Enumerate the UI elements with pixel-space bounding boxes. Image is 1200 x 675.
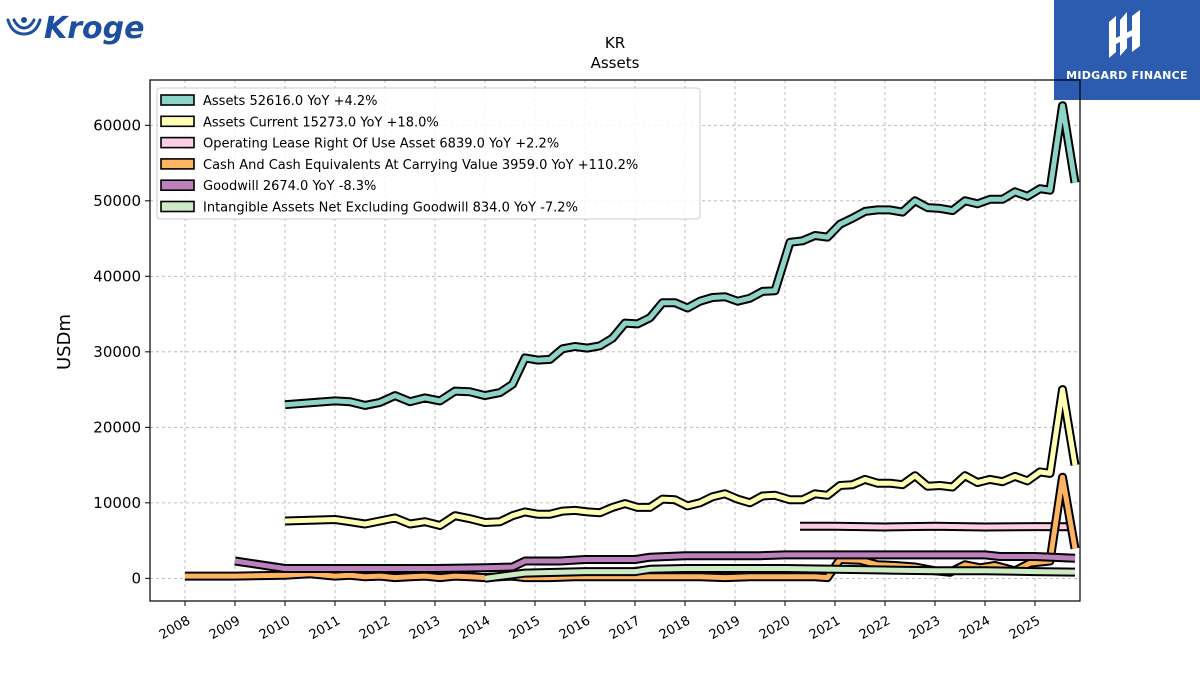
x-tick-label: 2025 (1007, 613, 1043, 643)
x-tick-label: 2009 (207, 613, 243, 643)
series-line (284, 387, 1078, 528)
series-assets-current (284, 385, 1080, 530)
legend: Assets 52616.0 YoY +4.2% Assets Current 1… (156, 87, 701, 220)
series-assets (284, 101, 1080, 410)
midgard-finance-logo: MIDGARD FINANCE (1054, 0, 1200, 100)
legend-entry: Intangible Assets Net Excluding Goodwill… (203, 201, 578, 216)
y-tick-label: 30000 (93, 343, 141, 361)
x-tick-label: 2019 (707, 613, 743, 643)
series-operating-lease-right-of-use-asset (800, 521, 1076, 532)
x-tick-label: 2015 (507, 613, 543, 643)
midgard-monogram-icon (1109, 10, 1140, 58)
legend-entry: Goodwill 2674.0 YoY -8.3% (203, 179, 376, 194)
x-tick-label: 2020 (757, 613, 793, 643)
legend-swatch (160, 158, 195, 170)
legend-box (156, 87, 701, 220)
series-outline (284, 385, 1080, 530)
x-tick-label: 2022 (857, 613, 893, 643)
y-tick-label: 50000 (93, 192, 141, 210)
y-tick-label: 10000 (93, 494, 141, 512)
x-axis-ticks: 2008 2009 2010 2011 2012 2013 2014 2015 2016 2017… (157, 601, 1043, 643)
y-tick-label: 40000 (93, 267, 141, 285)
legend-entry: Cash And Cash Equivalents At Carrying Va… (203, 158, 638, 173)
x-tick-label: 2018 (657, 613, 693, 643)
series-intangible-assets-net-excluding-goodwill (484, 564, 1076, 583)
x-tick-label: 2016 (557, 613, 593, 643)
series-goodwill (234, 550, 1076, 573)
series-line (800, 523, 1076, 530)
kroger-logo: Kroger (6, 11, 144, 46)
y-tick-label: 20000 (93, 418, 141, 436)
series-line (234, 552, 1076, 571)
x-tick-label: 2008 (157, 613, 193, 643)
kroger-wordmark: Kroger (44, 11, 144, 46)
x-tick-label: 2013 (407, 613, 443, 643)
legend-swatch (160, 179, 195, 191)
y-axis-ticks: 0 10000 20000 30000 40000 50000 60000 (93, 116, 150, 587)
x-tick-label: 2021 (807, 613, 843, 643)
series-lines (185, 101, 1080, 583)
legend-swatch (160, 200, 195, 213)
y-tick-label: 60000 (93, 116, 141, 134)
x-tick-label: 2011 (307, 613, 343, 643)
x-tick-label: 2024 (957, 613, 993, 643)
x-tick-label: 2010 (257, 613, 293, 643)
plot-frame (149, 79, 1081, 602)
legend-entry: Assets 52616.0 YoY +4.2% (203, 94, 378, 109)
y-tick-label: 0 (131, 569, 141, 587)
legend-entry: Operating Lease Right Of Use Asset 6839.… (203, 137, 559, 152)
chart-subtitle: Assets (591, 54, 640, 72)
kroger-crown-icon (6, 17, 42, 36)
y-axis-label: USDm (54, 314, 75, 370)
chart-title: KR (605, 34, 625, 52)
legend-swatch (160, 136, 195, 149)
midgard-finance-wordmark: MIDGARD FINANCE (1066, 69, 1188, 82)
series-line (284, 103, 1078, 408)
legend-swatch (160, 94, 195, 106)
x-tick-label: 2023 (907, 613, 943, 643)
legend-entry: Assets Current 15273.0 YoY +18.0% (203, 115, 439, 130)
legend-swatch (160, 115, 195, 128)
series-line (484, 566, 1076, 581)
x-tick-label: 2017 (607, 613, 643, 643)
x-tick-label: 2012 (357, 613, 393, 643)
x-tick-label: 2014 (457, 613, 493, 643)
